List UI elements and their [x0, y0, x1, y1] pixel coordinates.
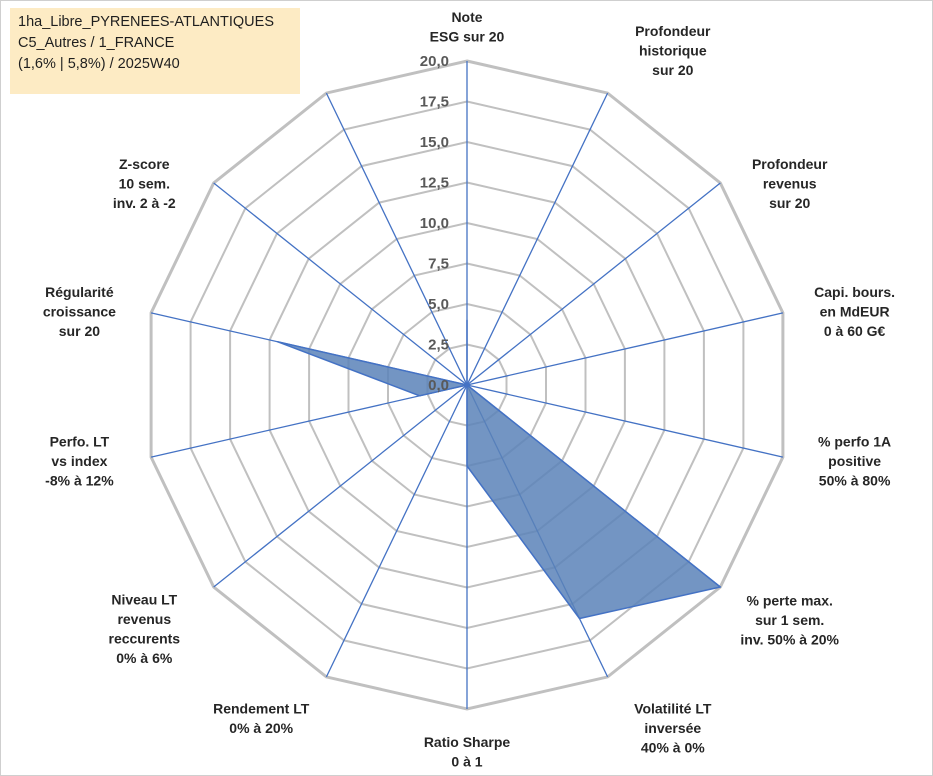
tick-label: 7,5 [428, 256, 449, 273]
data-point [277, 341, 278, 343]
data-point [466, 384, 468, 386]
axis-label: Profondeur historique sur 20 [635, 23, 711, 78]
info-line-title: 1ha_Libre_PYRENEES-ATLANTIQUES [18, 14, 275, 30]
axis-spokes [150, 61, 784, 709]
data-point [719, 586, 721, 588]
axis-spoke [466, 312, 784, 386]
axis-label: Capi. bours. en MdEUR 0 à 60 G€ [814, 284, 895, 339]
tick-label: 0,0 [428, 377, 449, 394]
tick-label: 17,5 [420, 94, 449, 111]
tick-label: 2,5 [428, 337, 449, 354]
axis-spoke [325, 384, 468, 678]
info-box: 1ha_Libre_PYRENEES-ATLANTIQUES C5_Autres… [10, 8, 300, 94]
axis-label: Ratio Sharpe 0 à 1 [424, 734, 511, 770]
series-area [276, 319, 722, 620]
axis-label: % perte max. sur 1 sem. inv. 50% à 20% [740, 593, 839, 648]
axis-label: Volatilité LT inversée 40% à 0% [634, 701, 712, 756]
axis-spoke [466, 384, 784, 458]
axis-spoke [466, 92, 609, 386]
data-point [466, 319, 468, 321]
axis-label: Note ESG sur 20 [430, 9, 505, 45]
axis-label: Z-score 10 sem. inv. 2 à -2 [113, 156, 176, 211]
axis-label: Régularité croissance sur 20 [43, 284, 116, 339]
axis-spoke [213, 384, 468, 588]
axis-label: Rendement LT 0% à 20% [213, 701, 310, 737]
tick-label: 20,0 [420, 53, 449, 70]
axis-spoke [150, 384, 468, 458]
axis-spoke [325, 92, 468, 386]
axis-spoke [466, 182, 721, 386]
data-point [466, 465, 468, 467]
tick-label: 15,0 [420, 134, 449, 151]
axis-label: Niveau LT revenus reccurents 0% à 6% [109, 592, 181, 667]
axis-label: Profondeur revenus sur 20 [752, 156, 828, 211]
data-point [419, 395, 421, 397]
tick-label: 5,0 [428, 296, 449, 313]
info-line-category: C5_Autres / 1_FRANCE [18, 35, 175, 51]
data-series-area [276, 319, 722, 620]
axis-label: % perfo 1A positive 50% à 80% [818, 434, 891, 489]
axis-label: Perfo. LT vs index -8% à 12% [45, 434, 114, 489]
tick-label: 10,0 [420, 215, 449, 232]
radial-tick-labels: 0,0 2,5 5,0 7,5 10,0 12,5 15,0 17,5 20,0 [420, 53, 449, 394]
axis-spoke [213, 182, 468, 386]
axis-labels: Note ESG sur 20 Profondeur historique sur 20… [43, 9, 895, 770]
data-point [579, 618, 580, 619]
info-line-period: (1,6% | 5,8%) / 2025W40 [18, 56, 180, 72]
tick-label: 12,5 [420, 175, 449, 192]
